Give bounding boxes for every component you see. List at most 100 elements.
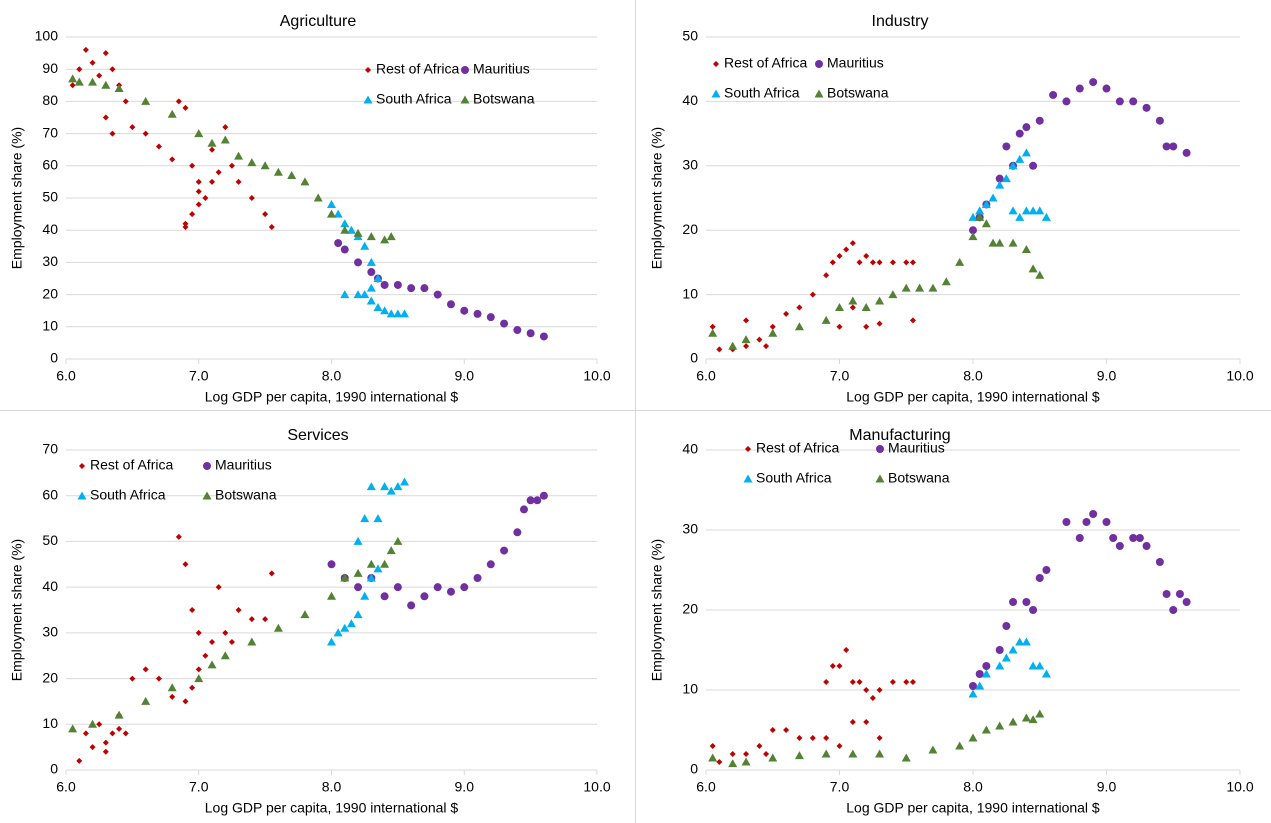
point xyxy=(968,232,978,241)
point xyxy=(116,725,123,732)
y-axis-label: Employment share (%) xyxy=(649,539,665,681)
point xyxy=(446,587,455,596)
y-tick-label: 0 xyxy=(690,761,698,777)
point xyxy=(215,584,222,591)
point xyxy=(1082,518,1091,526)
point xyxy=(360,514,370,523)
point xyxy=(1062,518,1071,526)
point xyxy=(89,59,96,66)
point xyxy=(1029,161,1038,170)
y-tick-label: 20 xyxy=(682,601,698,617)
point xyxy=(195,201,202,208)
point xyxy=(1015,154,1025,163)
point xyxy=(1162,142,1171,151)
legend-label: South Africa xyxy=(90,487,166,503)
point xyxy=(741,757,751,766)
point xyxy=(1155,116,1164,125)
point xyxy=(353,290,363,299)
point xyxy=(82,730,89,737)
point xyxy=(1175,590,1184,598)
point xyxy=(901,283,911,292)
point xyxy=(222,629,229,636)
point xyxy=(393,280,402,289)
point xyxy=(1035,661,1045,670)
y-tick-label: 40 xyxy=(42,221,58,237)
point xyxy=(1028,661,1038,670)
point xyxy=(1021,206,1031,215)
y-tick-label: 70 xyxy=(42,124,58,140)
point xyxy=(876,687,883,693)
x-tick-label: 9.0 xyxy=(455,368,475,384)
point xyxy=(380,280,389,289)
legend-marker xyxy=(79,463,85,469)
legend-marker xyxy=(363,95,373,104)
point xyxy=(346,619,356,628)
point xyxy=(386,486,396,495)
point xyxy=(915,283,925,292)
point xyxy=(988,238,998,247)
point xyxy=(373,514,383,523)
point xyxy=(248,195,255,201)
point xyxy=(1022,598,1031,606)
x-tick-label: 7.0 xyxy=(830,779,850,795)
y-tick-label: 30 xyxy=(682,521,698,537)
point xyxy=(182,220,189,227)
point xyxy=(222,124,229,131)
point xyxy=(1155,558,1164,566)
point xyxy=(849,679,856,685)
point xyxy=(360,591,370,600)
point xyxy=(901,753,911,762)
point xyxy=(167,683,177,692)
point xyxy=(380,482,390,491)
point xyxy=(794,751,804,760)
point xyxy=(373,274,383,282)
point xyxy=(1002,622,1011,630)
x-tick-label: 9.0 xyxy=(1097,368,1117,384)
point xyxy=(353,536,363,545)
point xyxy=(1008,717,1018,726)
point xyxy=(1028,264,1038,273)
y-tick-label: 70 xyxy=(42,441,58,457)
x-tick-label: 10.0 xyxy=(583,779,610,795)
point xyxy=(941,277,951,286)
point xyxy=(333,628,343,637)
point xyxy=(783,310,790,317)
point xyxy=(486,313,495,322)
point xyxy=(420,592,429,601)
legend-label: South Africa xyxy=(376,91,452,107)
legend-label: Rest of Africa xyxy=(90,457,173,473)
point xyxy=(109,66,116,73)
x-tick-label: 8.0 xyxy=(322,779,342,795)
point xyxy=(1035,116,1044,125)
point xyxy=(539,332,548,341)
legend-label: Botswana xyxy=(215,487,277,503)
point xyxy=(1062,97,1071,106)
y-tick-label: 20 xyxy=(682,221,698,237)
x-tick-label: 9.0 xyxy=(1097,779,1117,795)
point xyxy=(513,528,522,537)
y-axis-label: Employment share (%) xyxy=(9,127,25,269)
point xyxy=(360,241,370,250)
point xyxy=(768,328,778,337)
point xyxy=(486,560,495,569)
point xyxy=(1102,84,1111,93)
point xyxy=(386,309,396,318)
point xyxy=(228,162,235,169)
y-tick-label: 50 xyxy=(42,532,58,548)
legend-marker xyxy=(876,445,884,453)
point xyxy=(995,661,1005,670)
y-tick-label: 10 xyxy=(42,715,58,731)
point xyxy=(346,225,356,234)
point xyxy=(889,679,896,685)
legend-marker xyxy=(814,89,824,98)
point xyxy=(155,675,162,682)
point xyxy=(955,741,965,750)
point xyxy=(843,246,850,253)
x-tick-label: 6.0 xyxy=(56,368,76,384)
point xyxy=(122,98,129,105)
point xyxy=(743,751,750,757)
point xyxy=(353,228,363,237)
point xyxy=(1089,78,1098,87)
point xyxy=(869,259,876,266)
x-tick-label: 8.0 xyxy=(322,368,342,384)
